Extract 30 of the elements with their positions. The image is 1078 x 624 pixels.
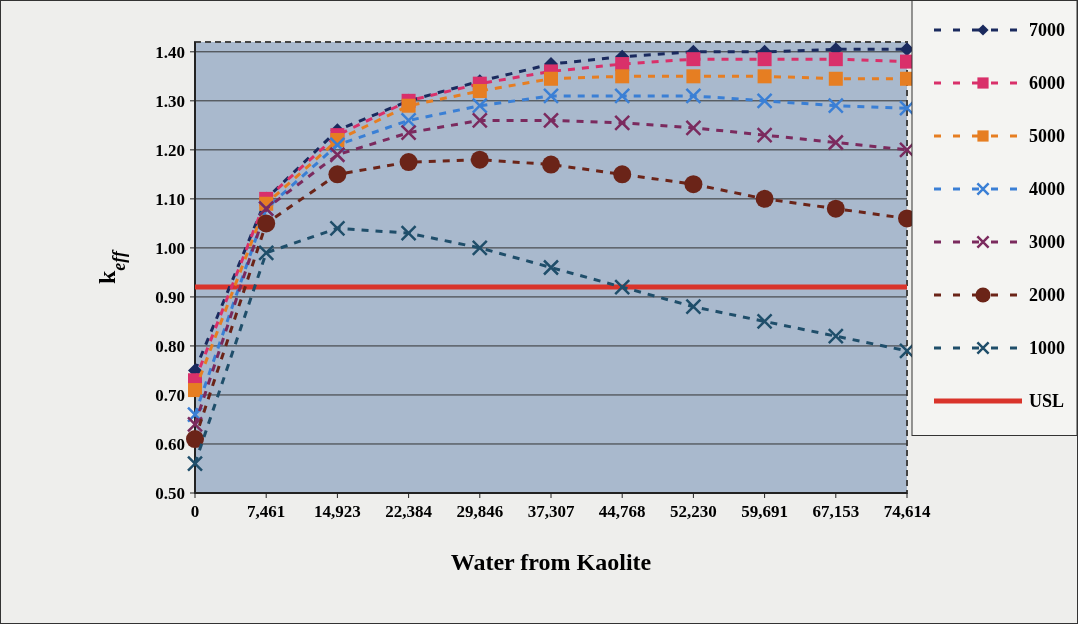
x-tick-label: 67,153 <box>812 502 860 521</box>
y-tick-label: 0.50 <box>155 483 185 503</box>
y-tick-label: 1.10 <box>155 189 185 209</box>
y-tick-label: 0.60 <box>155 434 185 454</box>
x-tick-label: 59,691 <box>741 502 788 521</box>
x-tick-label: 37,307 <box>527 502 575 521</box>
y-tick-label: 1.20 <box>155 140 185 160</box>
y-tick-label: 0.70 <box>155 385 185 405</box>
y-tick-label: 0.80 <box>155 336 185 356</box>
legend-label: 6000 <box>1029 73 1065 94</box>
legend-label: 5000 <box>1029 126 1065 147</box>
y-tick-label: 1.00 <box>155 238 185 258</box>
legend-label: 3000 <box>1029 232 1065 253</box>
legend-label: USL <box>1029 391 1065 412</box>
x-tick-label: 14,923 <box>314 502 361 521</box>
legend-label: 7000 <box>1029 20 1065 41</box>
x-tick-label: 0 <box>190 502 200 521</box>
legend-label: 1000 <box>1029 338 1065 359</box>
x-tick-label: 29,846 <box>456 502 504 521</box>
y-tick-label: 0.90 <box>155 287 185 307</box>
x-tick-label: 52,230 <box>670 502 717 521</box>
y-tick-label: 1.30 <box>155 91 185 111</box>
x-tick-label: 74,614 <box>883 502 931 521</box>
x-tick-label: 44,768 <box>598 502 646 521</box>
legend-label: 2000 <box>1029 285 1065 306</box>
x-tick-label: 7,461 <box>247 502 286 521</box>
x-axis-title: Water from Kaolite <box>450 549 652 575</box>
x-tick-label: 22,384 <box>385 502 433 521</box>
y-tick-label: 1.40 <box>155 42 185 62</box>
legend-label: 4000 <box>1029 179 1065 200</box>
